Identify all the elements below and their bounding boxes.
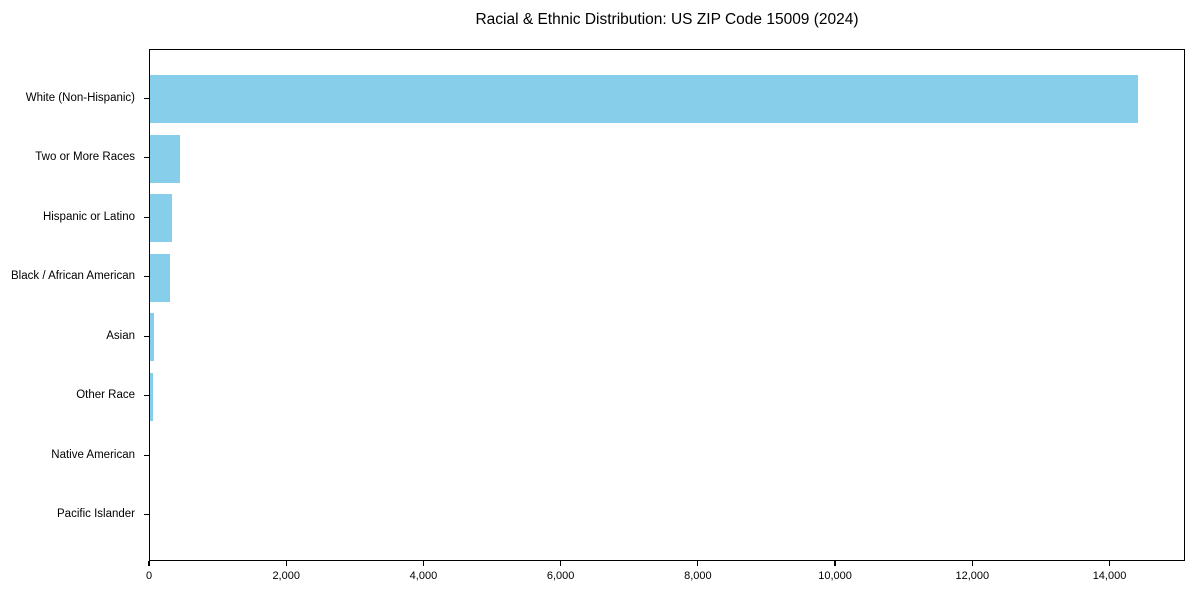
- x-tick-label-2-000: 2,000: [272, 570, 300, 582]
- x-axis-tick: [148, 561, 150, 566]
- x-tick-label-6-000: 6,000: [546, 570, 575, 582]
- bar-asian: [150, 313, 155, 361]
- y-axis-tick: [144, 514, 149, 516]
- y-axis-tick: [144, 157, 149, 159]
- bar-hispanic-or-latino: [150, 194, 172, 242]
- bar-white-non-hispanic: [150, 75, 1138, 123]
- y-tick-label-white-non-hispanic: White (Non-Hispanic): [25, 91, 135, 104]
- x-axis-tick: [971, 561, 973, 566]
- y-tick-label-asian: Asian: [106, 329, 135, 342]
- y-tick-label-native-american: Native American: [51, 448, 135, 461]
- x-axis-tick: [560, 561, 562, 566]
- x-tick-label-0: 0: [145, 570, 153, 582]
- y-axis-tick: [144, 97, 149, 99]
- x-axis-tick: [1108, 561, 1111, 566]
- y-tick-label-black-african-american: Black / African American: [11, 270, 135, 282]
- x-axis-tick: [285, 561, 287, 566]
- bar-other-race: [150, 372, 153, 421]
- bar-two-or-more-races: [150, 134, 181, 183]
- y-axis-tick: [144, 335, 149, 337]
- x-axis-tick: [697, 561, 699, 566]
- x-axis-tick: [422, 561, 425, 566]
- x-axis-tick: [834, 561, 836, 566]
- x-tick-label-4-000: 4,000: [409, 570, 438, 582]
- bar-black-african-american: [150, 253, 170, 302]
- x-tick-label-14-000: 14,000: [1092, 570, 1127, 582]
- y-axis-tick: [144, 454, 149, 456]
- x-tick-label-8-000: 8,000: [684, 570, 712, 582]
- y-tick-label-hispanic-or-latino: Hispanic or Latino: [42, 210, 135, 223]
- y-axis-tick: [144, 276, 149, 278]
- x-tick-label-10-000: 10,000: [818, 570, 852, 582]
- y-tick-label-pacific-islander: Pacific Islander: [57, 508, 135, 520]
- x-tick-label-12-000: 12,000: [955, 570, 990, 582]
- y-tick-label-two-or-more-races: Two or More Races: [35, 151, 135, 163]
- y-axis-tick: [144, 395, 149, 397]
- y-axis-tick: [144, 216, 149, 218]
- plot-area: [149, 49, 1185, 561]
- chart-title: Racial & Ethnic Distribution: US ZIP Cod…: [475, 11, 859, 28]
- y-tick-label-other-race: Other Race: [76, 389, 135, 401]
